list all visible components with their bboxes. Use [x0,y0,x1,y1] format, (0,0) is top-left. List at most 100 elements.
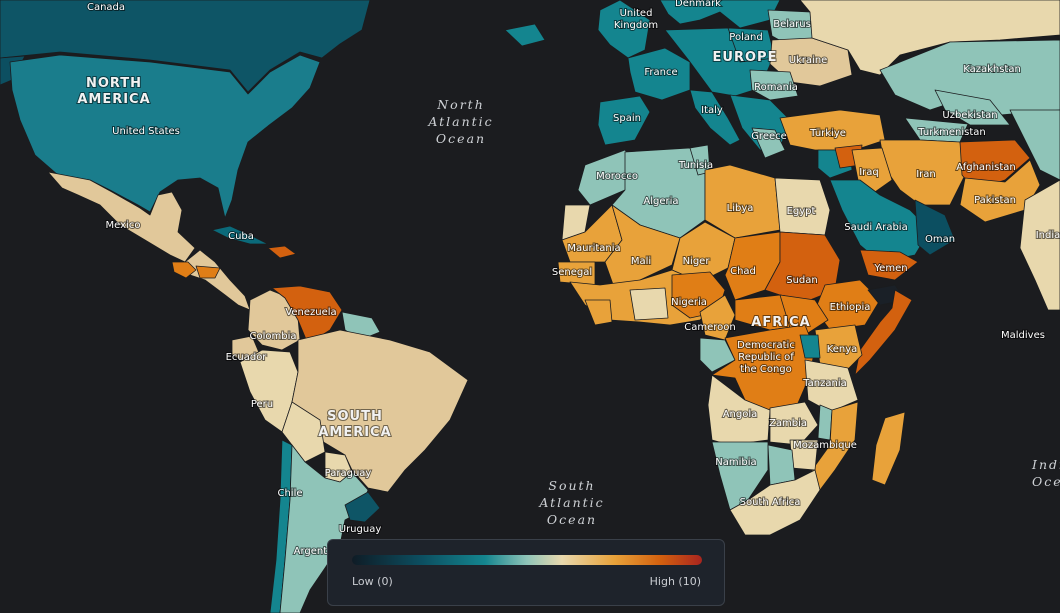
country-south-sudan[interactable] [779,294,829,336]
label-ukraine: Ukraine [789,55,828,66]
ocean-label-north-atlantic-3: Ocean [436,131,486,146]
label-mexico: Mexico [106,220,141,231]
label-chile: Chile [277,488,302,499]
label-saudi-arabia: Saudi Arabia [844,222,907,233]
continent-label-north-america: NORTH [86,76,142,91]
ocean-labels: North Atlantic Ocean South Atlantic Ocean In… [427,97,1060,527]
country-malawi[interactable] [817,404,833,441]
label-drc: Democratic Republic of the Congo [737,340,795,375]
label-india: India [1036,230,1060,241]
label-yemen: Yemen [873,263,907,274]
country-afghanistan[interactable] [959,139,1031,191]
country-argentina[interactable] [279,444,369,613]
country-spain[interactable] [597,95,651,146]
label-mozambique: Mozambique [793,440,857,451]
country-ghana-region[interactable] [629,287,669,321]
country-uzbekistan[interactable] [934,89,1011,126]
label-kenya: Kenya [827,344,858,355]
country-haiti-dr[interactable] [267,245,297,259]
country-south-africa[interactable] [729,469,821,536]
label-namibia: Namibia [715,457,756,468]
label-south-africa: South Africa [740,497,801,508]
label-nigeria: Nigeria [671,297,707,308]
ocean-label-south-atlantic: South [548,478,595,493]
country-france[interactable] [627,47,691,101]
country-somalia[interactable] [854,289,913,376]
label-tanzania: Tanzania [802,378,847,389]
country-iceland[interactable] [504,23,546,47]
label-tunisia: Tunisia [678,160,713,171]
label-ecuador: Ecuador [226,352,268,363]
country-honduras[interactable] [195,265,221,279]
ocean-label-indian: Indi [1031,457,1060,472]
country-egypt[interactable] [774,177,831,236]
label-sudan: Sudan [786,275,818,286]
country-kenya[interactable] [814,324,863,373]
label-united-kingdom: United Kingdom [614,8,658,31]
label-greece: Greece [751,131,787,142]
label-algeria: Algeria [643,196,678,207]
country-libya[interactable] [704,164,781,239]
label-uruguay: Uruguay [339,524,382,535]
label-denmark: Denmark [675,0,721,9]
label-belarus: Belarus [773,19,811,30]
country-greece[interactable] [751,127,786,159]
country-guatemala[interactable] [171,261,197,279]
label-oman: Oman [925,234,955,245]
country-mozambique[interactable] [811,401,859,491]
label-venezuela: Venezuela [285,307,336,318]
label-kazakhstan: Kazakhstan [963,64,1021,75]
label-iraq: Iraq [859,167,879,178]
label-romania: Romania [754,82,798,93]
country-uganda[interactable] [799,334,821,359]
label-senegal: Senegal [552,267,592,278]
label-pakistan: Pakistan [974,195,1016,206]
country-scandinavia[interactable] [659,0,781,29]
label-france: France [644,67,677,78]
label-poland: Poland [729,32,762,43]
country-venezuela[interactable] [271,285,343,345]
country-guinea[interactable] [584,299,613,326]
country-russia[interactable] [799,0,1060,76]
label-niger: Niger [683,256,711,267]
country-italy[interactable] [689,89,741,146]
country-canada[interactable] [0,0,371,93]
ocean-label-north-atlantic: North [436,97,485,112]
label-mauritania: Mauritania [567,243,620,254]
country-china-edge[interactable] [1009,109,1060,181]
continent-label-europe: EUROPE [713,50,778,65]
label-turkmenistan: Turkmenistan [917,127,985,138]
country-uruguay[interactable] [344,491,381,523]
country-uk-ireland[interactable] [597,0,651,59]
label-ethiopia: Ethiopia [830,302,871,313]
label-cuba: Cuba [228,231,254,242]
label-angola: Angola [723,409,758,420]
country-romania[interactable] [749,69,799,101]
country-mexico[interactable] [47,171,196,263]
country-madagascar[interactable] [871,411,906,486]
country-cuba[interactable] [211,225,269,245]
continent-label-south-america: SOUTH [327,409,383,424]
country-zambia[interactable] [769,401,819,446]
country-botswana[interactable] [767,444,796,486]
svg-text:IndiOce: Indi Oce [1031,457,1060,489]
label-united-states: United States [112,126,180,137]
label-uzbekistan: Uzbekistan [942,110,997,121]
label-spain: Spain [613,113,641,124]
label-paraguay: Paraguay [325,468,372,479]
label-morocco: Morocco [596,171,638,182]
label-turkiye: Türkiye [809,128,846,139]
country-turkiye[interactable] [779,109,886,151]
country-india[interactable] [1019,179,1060,311]
label-zambia: Zambia [769,418,807,429]
country-cameroon[interactable] [699,294,736,341]
country-yemen[interactable] [859,249,919,281]
country-gabon-congo[interactable] [699,337,736,373]
ocean-label-south-atlantic-2: Atlantic [538,495,604,510]
country-oman[interactable] [914,199,956,256]
